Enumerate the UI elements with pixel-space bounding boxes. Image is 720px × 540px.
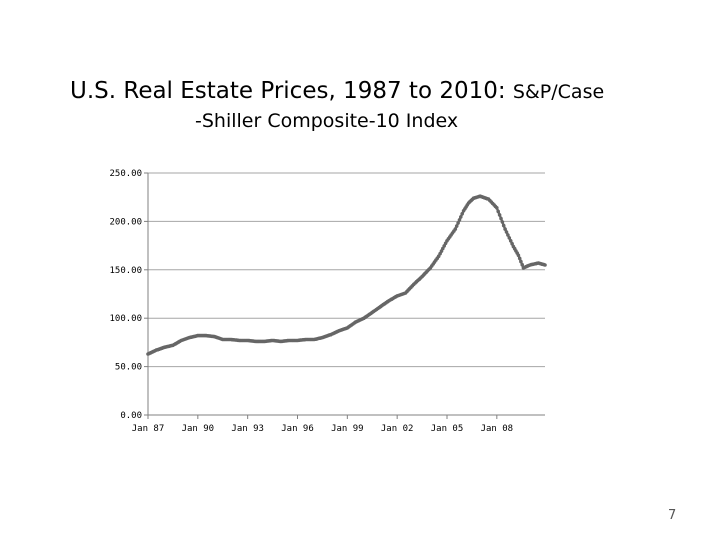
x-tick-label: Jan 05 [431,424,464,434]
y-tick-labels: 0.00 50.00 100.00 150.00 200.00 250.00 [109,169,142,421]
data-point [456,221,460,225]
data-point [506,233,510,237]
data-point [495,206,499,210]
data-point [516,253,521,258]
data-point [519,259,523,264]
series-line [147,195,546,356]
data-point [500,220,505,224]
data-point [496,209,501,214]
axes [144,172,545,419]
data-point [507,236,512,240]
grid-lines [148,172,545,368]
x-tick-label: Jan 08 [481,424,514,434]
x-tick-label: Jan 96 [281,424,314,434]
chart-title-line1: U.S. Real Estate Prices, 1987 to 2010: S… [70,78,604,104]
data-point [501,223,506,228]
x-tick-labels: Jan 87 Jan 90 Jan 93 Jan 96 Jan 99 Jan 02 Jan … [132,424,513,434]
data-point [454,224,459,228]
chart-title-tail: S&P/Case [512,81,605,103]
y-tick-label: 100.00 [109,314,142,324]
data-point [503,227,507,231]
y-tick-label: 0.00 [120,411,142,421]
data-point [453,227,458,231]
data-point [497,213,502,217]
chart-title-main: U.S. Real Estate Prices, 1987 to 2010: [70,78,506,104]
data-point [504,230,509,234]
x-tick-label: Jan 02 [381,424,414,434]
series-layer [146,194,547,356]
data-point [460,212,465,216]
y-tick-label: 250.00 [109,169,142,179]
data-point [510,241,514,246]
x-tick-label: Jan 99 [331,424,364,434]
y-tick-label: 150.00 [109,266,142,276]
chart-title-line2: -Shiller Composite-10 Index [195,110,459,132]
x-tick-label: Jan 93 [231,424,264,434]
data-point [459,215,463,219]
data-point [508,239,513,243]
data-point [457,218,462,222]
page-number: 7 [668,508,677,523]
data-point [517,256,522,261]
y-tick-label: 200.00 [109,217,142,227]
data-point [520,262,524,267]
x-tick-label: Jan 87 [132,424,165,434]
data-point [499,216,503,221]
data-point [543,263,547,267]
y-tick-label: 50.00 [115,363,142,373]
x-tick-label: Jan 90 [182,424,215,434]
